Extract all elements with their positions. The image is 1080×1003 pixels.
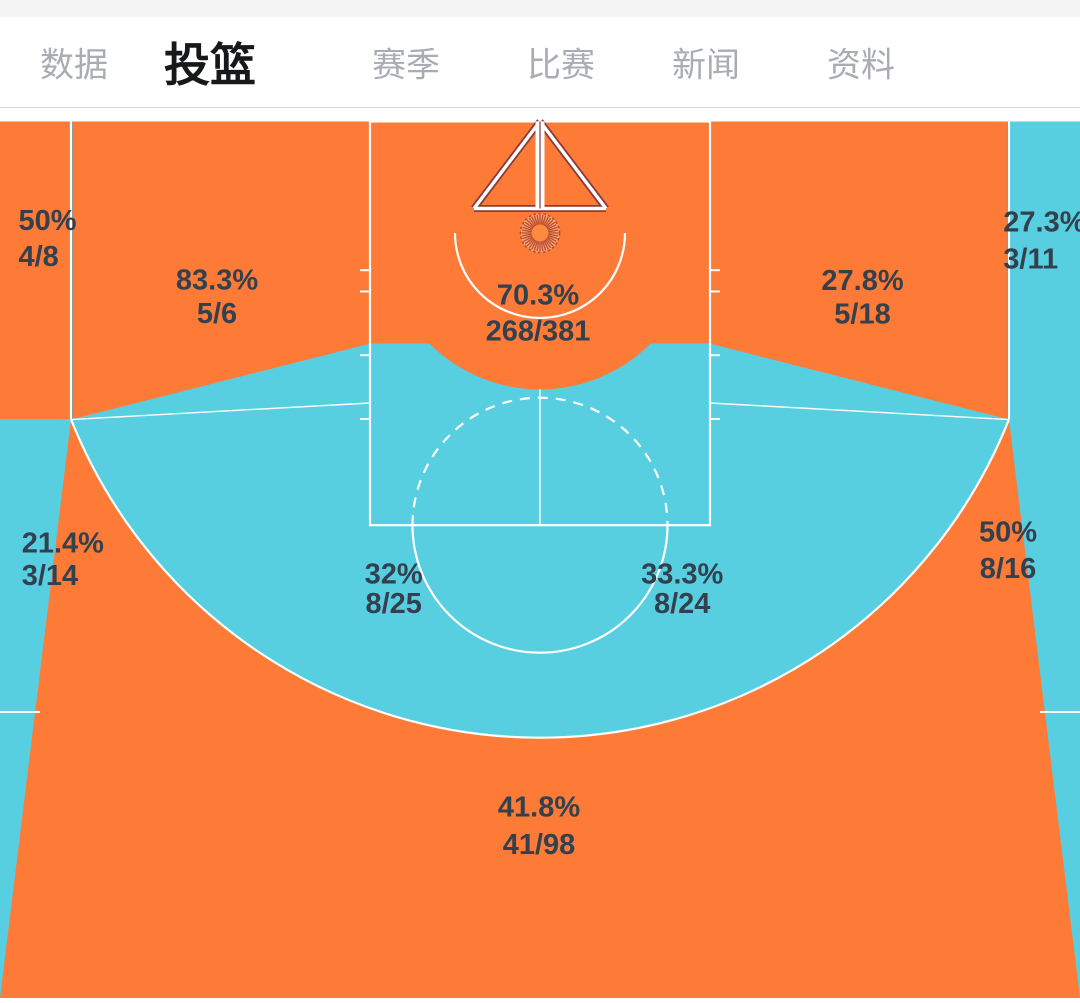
svg-text:3/11: 3/11 [1003, 243, 1058, 275]
svg-text:33.3%: 33.3% [641, 559, 723, 591]
svg-text:3/14: 3/14 [22, 560, 78, 592]
svg-text:41.8%: 41.8% [498, 792, 580, 824]
svg-text:27.3%: 27.3% [1003, 207, 1080, 239]
svg-text:41/98: 41/98 [503, 829, 576, 861]
svg-text:83.3%: 83.3% [176, 264, 258, 296]
svg-text:5/6: 5/6 [197, 298, 237, 330]
svg-text:268/381: 268/381 [486, 315, 591, 347]
svg-text:27.8%: 27.8% [821, 265, 903, 297]
svg-text:32%: 32% [365, 559, 423, 591]
svg-text:4/8: 4/8 [19, 241, 59, 273]
svg-text:50%: 50% [19, 205, 77, 237]
svg-text:50%: 50% [979, 517, 1037, 549]
svg-text:21.4%: 21.4% [22, 528, 104, 560]
svg-text:70.3%: 70.3% [497, 280, 579, 312]
svg-text:8/24: 8/24 [654, 588, 710, 620]
svg-text:5/18: 5/18 [834, 298, 890, 330]
svg-text:8/25: 8/25 [365, 588, 421, 620]
svg-text:8/16: 8/16 [980, 553, 1036, 585]
